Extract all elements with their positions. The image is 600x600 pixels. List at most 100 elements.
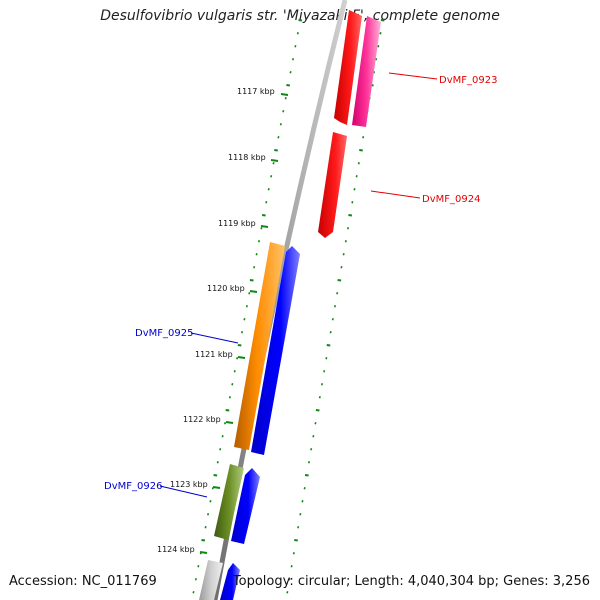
tick-label: 1117 kbp <box>237 87 275 96</box>
scale-dot <box>243 318 246 321</box>
scale-dot <box>348 214 353 217</box>
scale-dot <box>294 539 298 542</box>
scale-dot <box>289 71 292 74</box>
scale-dot <box>233 370 236 373</box>
scale-dot <box>274 149 278 152</box>
scale-dot <box>288 578 291 581</box>
callout-line-dvmf-0924 <box>370 190 421 199</box>
scale-dot <box>221 435 224 438</box>
gene-arrow-dvmf-0925-orange <box>234 242 285 450</box>
scale-dot <box>213 474 218 477</box>
scale-dot <box>301 500 304 503</box>
scale-dot <box>272 162 275 165</box>
gene-arrow-gray <box>199 560 223 600</box>
scale-dot <box>325 357 328 360</box>
scale-dot <box>248 292 251 295</box>
tick-mark <box>199 551 208 554</box>
gene-label-dvmf-0926[interactable]: DvMF_0926 <box>104 481 162 492</box>
tick-mark <box>280 93 289 96</box>
gene-arrow-dvmf-0926-blue <box>231 468 260 544</box>
callout-line-dvmf-0925 <box>190 332 239 344</box>
tick-mark <box>225 421 234 424</box>
scale-dot <box>209 500 212 503</box>
scale-dot <box>307 461 311 464</box>
scale-ticks: 1117 kbp 1118 kbp 1119 kbp 1120 kbp 1121… <box>157 87 289 554</box>
scale-dot <box>346 227 350 230</box>
scale-dot <box>314 422 317 425</box>
scale-dot <box>201 539 206 542</box>
scale-dot <box>194 578 197 581</box>
tick-mark <box>212 486 221 489</box>
scale-dot <box>204 526 207 529</box>
scale-dot <box>237 344 242 347</box>
callout-line-dvmf-0923 <box>388 72 438 80</box>
gene-arrow-dvmf-0923-outer <box>352 16 381 127</box>
scale-dot <box>286 84 291 87</box>
accession-text: Accession: NC_011769 <box>9 574 157 589</box>
scale-dot <box>291 58 295 61</box>
scale-dot <box>379 32 382 35</box>
scale-dot <box>304 474 309 477</box>
tick-label: 1121 kbp <box>195 350 233 359</box>
scale-dot <box>294 45 297 48</box>
scale-dot <box>228 396 231 399</box>
scale-dot <box>377 45 380 48</box>
scale-dot <box>353 188 356 191</box>
scale-dot <box>344 240 347 243</box>
scale-dot <box>337 279 342 282</box>
scale-dot <box>219 448 222 451</box>
scale-dot <box>225 409 230 412</box>
tick-label: 1118 kbp <box>228 153 266 162</box>
gene-label-dvmf-0925[interactable]: DvMF_0925 <box>135 328 193 339</box>
scale-dot <box>199 552 202 555</box>
scale-dot <box>261 214 266 217</box>
tick-mark <box>260 225 269 228</box>
scale-dot <box>290 565 293 568</box>
scale-dot <box>253 266 256 269</box>
scale-dot <box>318 396 321 399</box>
scale-dot <box>257 240 261 243</box>
scale-dot <box>216 461 219 464</box>
gene-label-dvmf-0924[interactable]: DvMF_0924 <box>422 194 480 205</box>
gene-arrow-dvmf-0924 <box>318 132 347 238</box>
gene-label-dvmf-0923[interactable]: DvMF_0923 <box>439 75 497 86</box>
scale-dot <box>362 136 365 139</box>
scale-dot <box>260 227 263 230</box>
scale-dot <box>303 487 306 490</box>
tick-mark <box>249 290 258 293</box>
scale-dot <box>249 279 254 282</box>
scale-dot <box>299 513 302 516</box>
scale-dot <box>359 149 363 152</box>
scale-dot <box>270 175 273 178</box>
tick-dots-inner <box>192 19 303 594</box>
scale-dot <box>279 123 282 126</box>
scale-dot <box>310 448 313 451</box>
map-title: Desulfovibrio vulgaris str. 'Miyazaki F'… <box>100 8 500 24</box>
scale-dot <box>357 162 360 165</box>
scale-dot <box>206 513 210 516</box>
tick-label: 1123 kbp <box>170 480 208 489</box>
scale-dot <box>342 253 345 256</box>
scale-dot <box>223 422 227 425</box>
scale-dot <box>211 487 214 490</box>
tick-label: 1124 kbp <box>157 545 195 554</box>
scale-dot <box>282 110 285 113</box>
scale-dot <box>320 383 324 386</box>
scale-dot <box>315 409 320 412</box>
scale-dot <box>355 175 358 178</box>
scale-dot <box>265 201 268 204</box>
scale-dot <box>297 526 300 529</box>
scale-dot <box>351 201 354 204</box>
scale-dot <box>333 305 337 308</box>
tick-label: 1120 kbp <box>207 284 245 293</box>
scale-dot <box>292 552 295 555</box>
scale-dot <box>336 292 339 295</box>
callout-line-dvmf-0926 <box>159 485 208 498</box>
scale-dot <box>340 266 343 269</box>
scale-dot <box>298 19 303 22</box>
scale-dot <box>312 435 315 438</box>
scale-dot <box>245 305 248 308</box>
tick-dots-outer <box>286 19 385 594</box>
scale-dot <box>192 591 195 594</box>
